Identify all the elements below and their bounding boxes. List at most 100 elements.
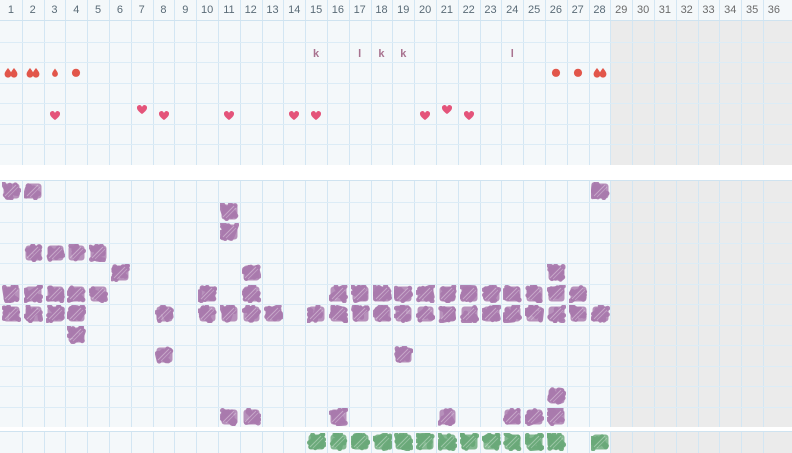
day-number-8[interactable]: 8 — [160, 4, 167, 16]
symptom-block-cell-day-3-row-3[interactable] — [46, 244, 65, 262]
symptom-block-cell-day-22-row-5[interactable] — [459, 284, 479, 303]
symptom-block-cell-day-16-row-11[interactable] — [328, 407, 348, 426]
day-number-19[interactable]: 19 — [397, 4, 410, 16]
day-number-23[interactable]: 23 — [484, 4, 497, 16]
medication-block-cell-day-19-row-0[interactable] — [394, 433, 414, 452]
day-number-12[interactable]: 12 — [244, 4, 257, 16]
day-number-18[interactable]: 18 — [375, 4, 388, 16]
letter-marker-day-17[interactable]: l — [358, 47, 362, 60]
day-number-11[interactable]: 11 — [223, 4, 235, 16]
medication-block-cell-day-25-row-0[interactable] — [525, 433, 545, 452]
symptom-block-cell-day-28-row-0[interactable] — [590, 182, 610, 201]
medication-block-cell-day-17-row-0[interactable] — [350, 433, 370, 451]
symptom-block-cell-day-8-row-8[interactable] — [154, 346, 174, 364]
symptom-block-cell-day-19-row-8[interactable] — [394, 346, 414, 364]
symptom-block-cell-day-10-row-5[interactable] — [198, 284, 218, 303]
symptom-block-cell-day-11-row-2[interactable] — [219, 223, 239, 242]
medication-block-cell-day-23-row-0[interactable] — [481, 433, 501, 451]
symptom-block-cell-day-26-row-10[interactable] — [547, 387, 566, 405]
symptom-block-cell-day-2-row-6[interactable] — [23, 305, 43, 324]
symptom-block-cell-day-2-row-5[interactable] — [23, 284, 43, 303]
symptom-block-section[interactable] — [0, 181, 792, 427]
day-number-2[interactable]: 2 — [29, 4, 36, 16]
symptom-block-cell-day-18-row-5[interactable] — [372, 284, 392, 303]
day-number-26[interactable]: 26 — [549, 4, 563, 16]
flow-marker-day-3[interactable] — [44, 66, 66, 80]
symptom-block-cell-day-4-row-7[interactable] — [67, 325, 87, 344]
flow-marker-day-4[interactable] — [65, 66, 87, 80]
letter-marker-day-24[interactable]: l — [510, 47, 514, 60]
symptom-block-cell-day-1-row-0[interactable] — [1, 182, 21, 201]
flow-marker-day-28[interactable] — [589, 66, 611, 80]
symptom-block-cell-day-26-row-11[interactable] — [546, 407, 566, 426]
day-number-30[interactable]: 30 — [636, 4, 650, 16]
day-number-9[interactable]: 9 — [182, 4, 189, 16]
symptom-block-cell-day-27-row-6[interactable] — [568, 305, 588, 323]
symptom-block-cell-day-28-row-6[interactable] — [590, 305, 610, 323]
symptom-block-cell-day-13-row-6[interactable] — [263, 305, 283, 323]
symptom-block-cell-day-11-row-11[interactable] — [219, 407, 239, 426]
day-number-14[interactable]: 14 — [288, 4, 301, 16]
flow-marker-day-27[interactable] — [567, 66, 589, 80]
heart-marker-day-7[interactable] — [131, 103, 153, 119]
symptom-block-cell-day-5-row-3[interactable] — [89, 243, 108, 262]
symptom-block-cell-day-22-row-6[interactable] — [459, 305, 479, 324]
symptom-block-cell-day-23-row-5[interactable] — [481, 284, 501, 303]
heart-marker-day-3[interactable] — [44, 109, 66, 125]
flow-marker-day-1[interactable] — [0, 66, 22, 80]
symptom-block-cell-day-12-row-5[interactable] — [241, 284, 261, 303]
symptom-block-cell-day-24-row-5[interactable] — [503, 284, 522, 303]
symptom-block-cell-day-15-row-6[interactable] — [307, 305, 326, 324]
symptom-block-cell-day-18-row-6[interactable] — [372, 305, 392, 323]
symptom-block-cell-day-25-row-6[interactable] — [525, 305, 545, 323]
symptom-block-cell-day-20-row-6[interactable] — [416, 305, 436, 323]
heart-marker-day-20[interactable] — [414, 109, 436, 125]
day-number-28[interactable]: 28 — [593, 4, 606, 16]
medication-block-cell-day-26-row-0[interactable] — [546, 433, 566, 452]
symptom-block-cell-day-21-row-11[interactable] — [437, 407, 457, 426]
day-number-1[interactable]: 1 — [7, 4, 14, 16]
day-number-33[interactable]: 33 — [702, 4, 715, 16]
day-number-29[interactable]: 29 — [615, 4, 628, 16]
symptom-block-cell-day-5-row-5[interactable] — [89, 285, 109, 303]
letter-marker-day-15[interactable]: k — [313, 47, 320, 60]
symptom-block-cell-day-4-row-5[interactable] — [67, 285, 86, 303]
symptom-block-cell-day-16-row-6[interactable] — [328, 305, 348, 324]
medication-block-cell-day-18-row-0[interactable] — [372, 433, 392, 452]
symptom-block-cell-day-12-row-11[interactable] — [242, 407, 261, 426]
heart-marker-day-22[interactable] — [458, 109, 480, 125]
symptom-block-cell-day-11-row-6[interactable] — [219, 305, 239, 323]
heart-marker-day-11[interactable] — [218, 109, 240, 125]
day-number-35[interactable]: 35 — [745, 4, 759, 16]
symptom-block-cell-day-3-row-5[interactable] — [45, 285, 65, 303]
heart-marker-day-15[interactable] — [305, 109, 327, 125]
day-number-32[interactable]: 32 — [680, 4, 693, 16]
flow-marker-day-26[interactable] — [545, 66, 567, 80]
heart-marker-day-8[interactable] — [153, 109, 175, 125]
letter-marker-day-19[interactable]: k — [400, 47, 407, 60]
day-number-17[interactable]: 17 — [353, 4, 366, 16]
symptom-block-cell-day-2-row-3[interactable] — [24, 243, 43, 262]
day-number-7[interactable]: 7 — [138, 4, 145, 16]
day-number-13[interactable]: 13 — [266, 4, 279, 16]
medication-block-cell-day-20-row-0[interactable] — [416, 433, 435, 451]
symptom-block-cell-day-23-row-6[interactable] — [481, 305, 501, 323]
symptom-block-cell-day-20-row-5[interactable] — [416, 284, 436, 303]
heart-marker-day-14[interactable] — [283, 109, 305, 125]
symptom-block-cell-day-26-row-4[interactable] — [546, 264, 566, 282]
day-number-4[interactable]: 4 — [73, 4, 80, 16]
symptom-block-cell-day-1-row-5[interactable] — [1, 284, 21, 303]
letter-marker-day-18[interactable]: k — [378, 47, 385, 60]
day-number-24[interactable]: 24 — [506, 4, 519, 16]
symptom-block-cell-day-26-row-6[interactable] — [547, 305, 566, 324]
symptom-block-cell-day-17-row-5[interactable] — [350, 284, 370, 303]
day-number-15[interactable]: 15 — [309, 4, 323, 16]
symptom-block-cell-day-4-row-3[interactable] — [67, 243, 87, 262]
day-number-34[interactable]: 34 — [724, 4, 737, 16]
symptom-block-cell-day-12-row-6[interactable] — [241, 305, 261, 323]
symptom-block-cell-day-6-row-4[interactable] — [110, 264, 130, 283]
symptom-block-cell-day-19-row-6[interactable] — [394, 305, 413, 324]
medication-block-cell-day-16-row-0[interactable] — [329, 433, 348, 452]
day-number-21[interactable]: 21 — [440, 4, 454, 16]
